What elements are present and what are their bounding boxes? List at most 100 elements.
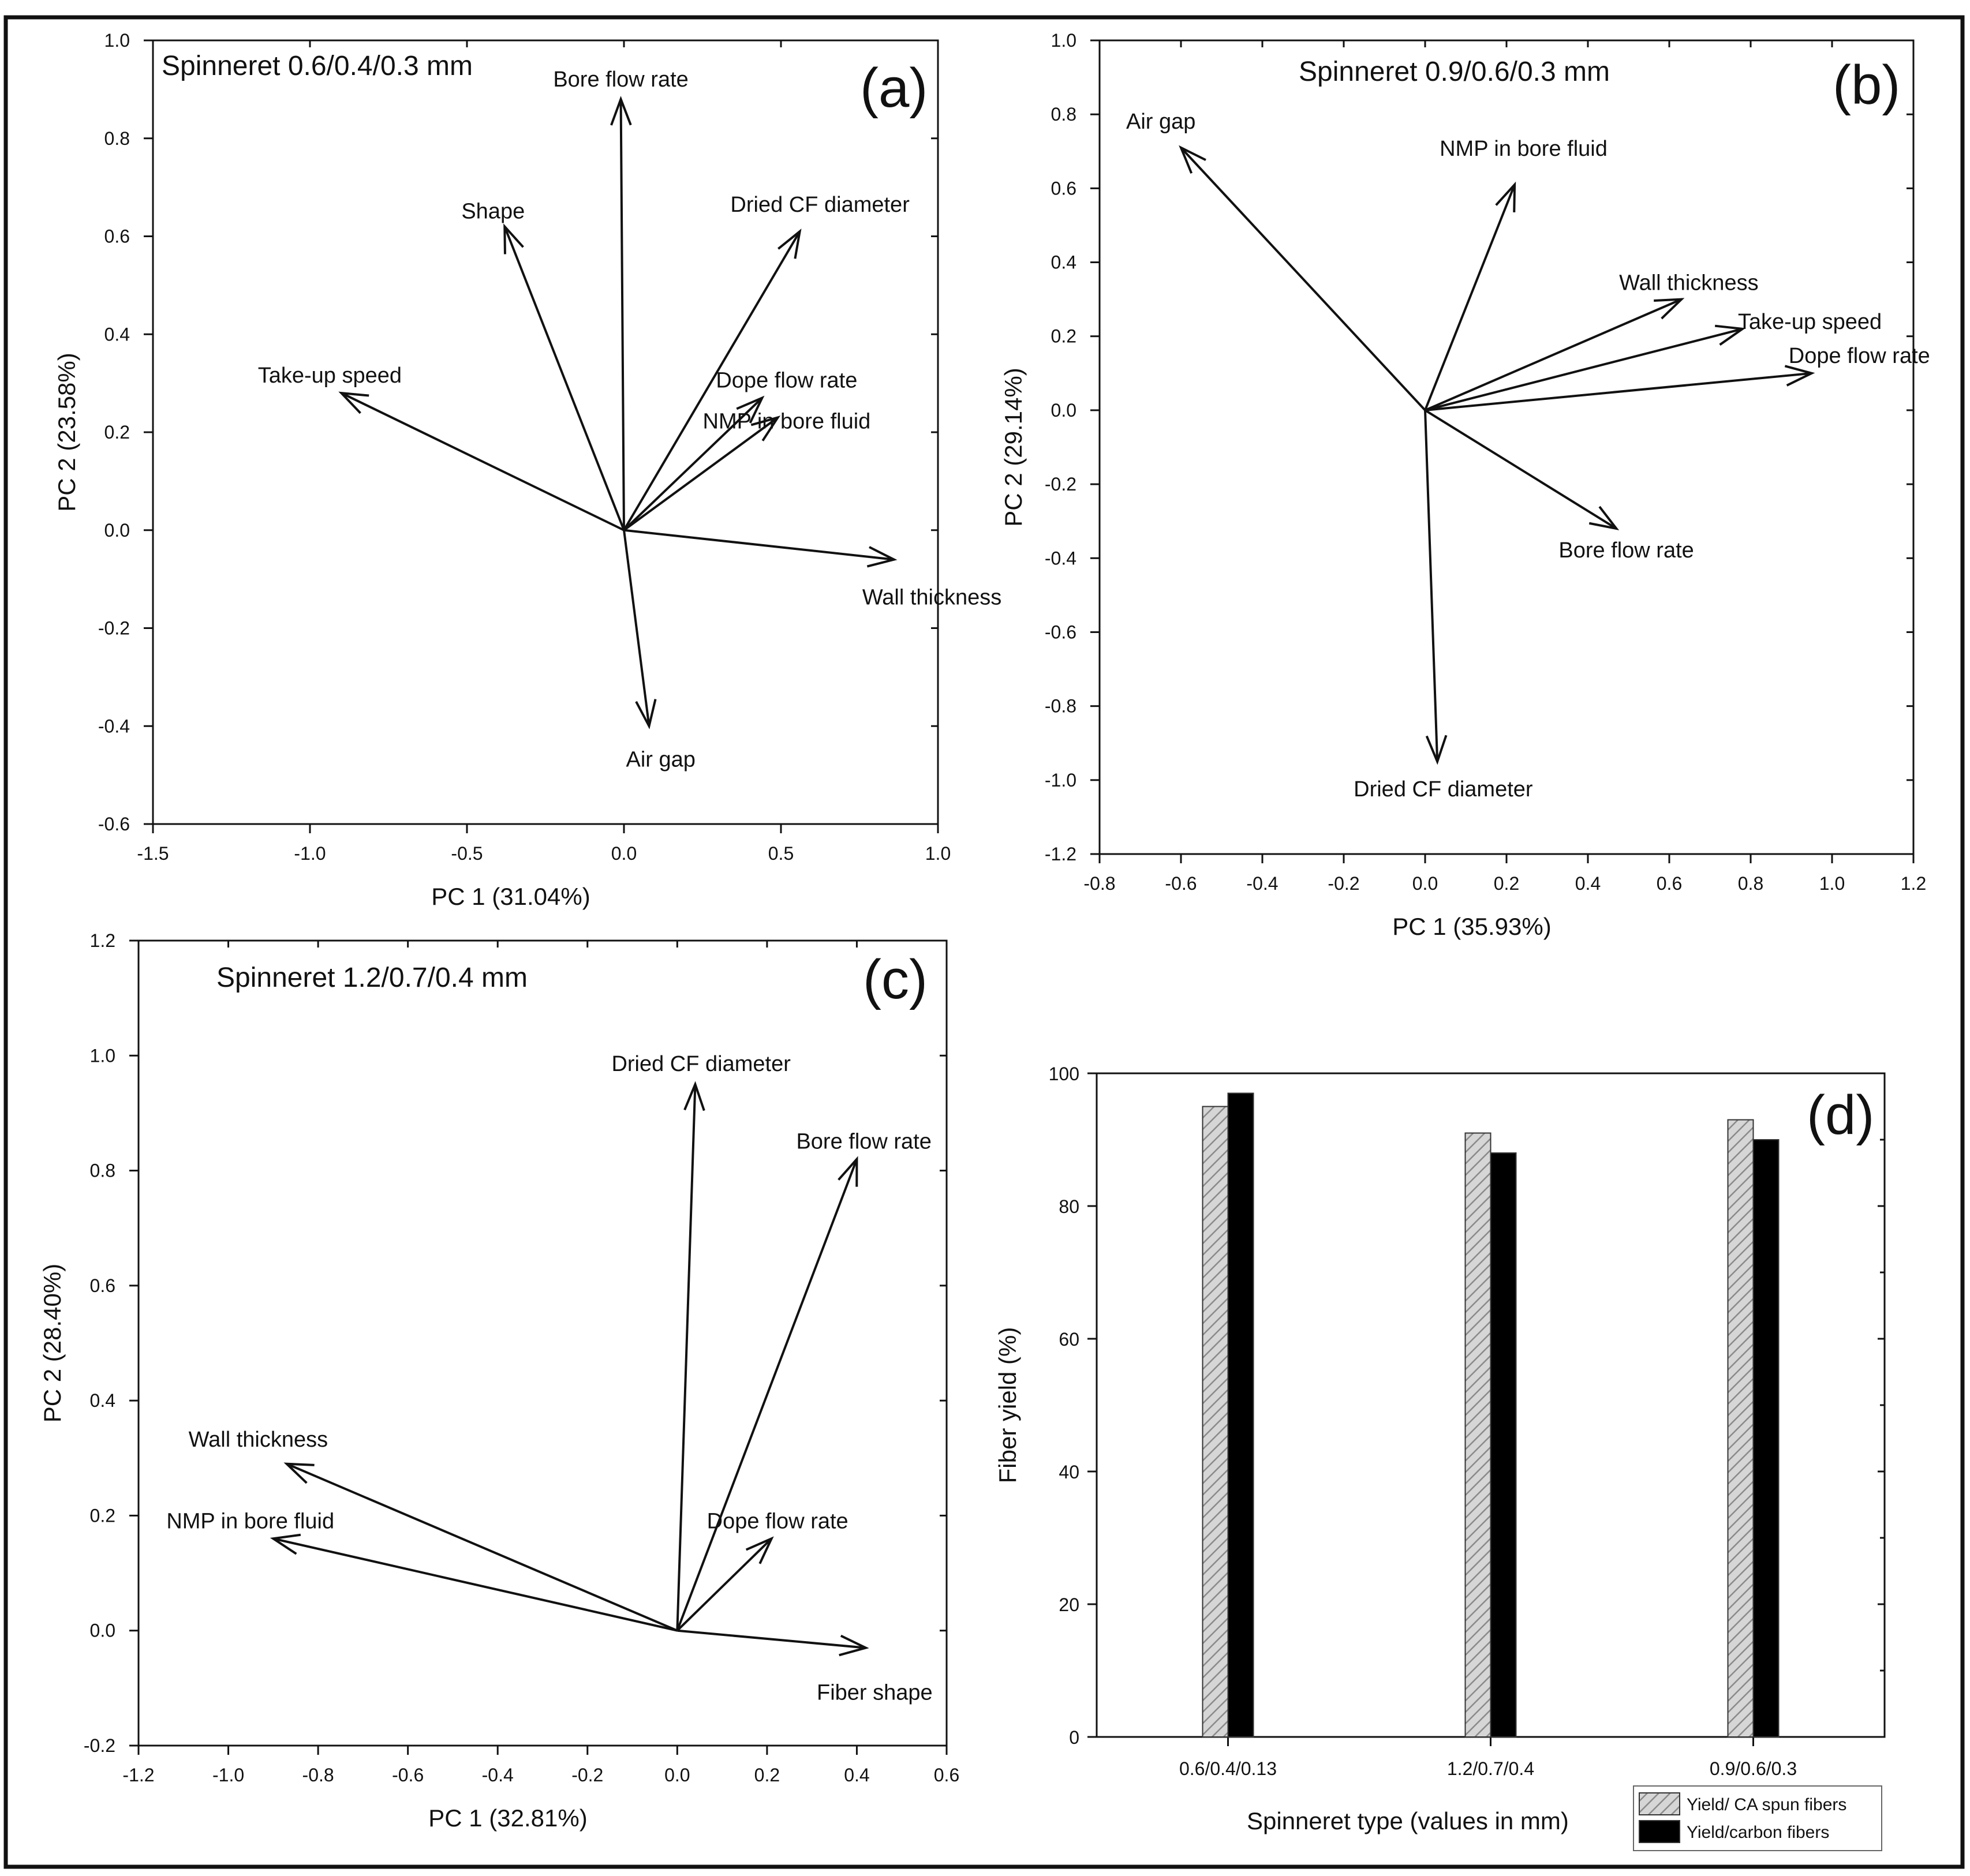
vector-label: Take-up speed: [1738, 310, 1882, 334]
y-tick-label: 0.4: [90, 1390, 115, 1411]
y-tick-label: 100: [1049, 1064, 1079, 1084]
x-tick-label: 0.6: [1657, 873, 1682, 894]
outer-border: [3, 15, 1965, 1869]
x-tick-label: -1.0: [294, 843, 326, 864]
loading-vector: [677, 1629, 866, 1649]
y-axis-title: PC 2 (23.58%): [53, 353, 80, 511]
loading-vector: [619, 99, 625, 530]
vector-label: Dope flow rate: [716, 369, 857, 393]
vector-arrowhead: [838, 1156, 858, 1187]
x-tick-label: -1.2: [122, 1765, 154, 1785]
bar-ca-spun-yield: [1464, 1132, 1491, 1738]
vector-label: Dried CF diameter: [1354, 777, 1533, 802]
loading-vector: [1425, 327, 1743, 411]
vector-label: Wall thickness: [189, 1428, 328, 1452]
y-tick-label: 1.0: [104, 30, 130, 51]
y-axis-title: PC 2 (28.40%): [39, 1264, 66, 1422]
panel-letter: (c): [863, 949, 928, 1010]
bar-carbon-yield: [1752, 1139, 1780, 1738]
panel-title: Spinneret 1.2/0.7/0.4 mm: [216, 963, 528, 993]
y-tick-label: 0.0: [104, 520, 130, 541]
vector-arrowhead: [866, 546, 898, 568]
loading-vector: [676, 1084, 697, 1631]
x-tick-label: 1.2/0.7/0.4: [1447, 1758, 1534, 1779]
x-tick-label: -0.2: [1328, 873, 1359, 894]
loading-vector: [272, 1537, 678, 1632]
y-tick-label: 0.2: [1051, 326, 1076, 347]
legend-label: Yield/ CA spun fibers: [1687, 1795, 1846, 1814]
loading-vector: [1180, 147, 1426, 411]
loading-vector: [676, 1537, 773, 1632]
vector-arrowhead: [503, 223, 524, 254]
loading-vector: [623, 530, 651, 727]
vector-label: Dried CF diameter: [730, 193, 910, 217]
loading-vector: [623, 416, 779, 531]
y-tick-label: 0.2: [90, 1505, 115, 1526]
loading-vector: [503, 226, 625, 531]
panel-title: Spinneret 0.6/0.4/0.3 mm: [162, 51, 473, 81]
vector-label: Dope flow rate: [707, 1509, 848, 1533]
vector-arrowhead: [283, 1462, 315, 1484]
y-tick-label: -0.6: [1045, 621, 1076, 642]
vector-label: Wall thickness: [862, 586, 1001, 610]
x-tick-label: 0.8: [1738, 873, 1763, 894]
vector-label: Air gap: [626, 747, 696, 772]
y-tick-label: 0.8: [104, 128, 130, 149]
x-tick-label: -0.6: [1165, 873, 1197, 894]
x-tick-label: 0.4: [1575, 873, 1601, 894]
loading-vector: [623, 230, 801, 531]
y-tick-label: -0.2: [98, 618, 130, 639]
panel-a: -1.5 -1.0 -0.5 0.0 0.5 1.0 -0.6 -0.4 -0.2 0.0 0.2 0…: [53, 30, 1001, 910]
bar-carbon-yield: [1227, 1092, 1254, 1738]
x-tick-label: 1.0: [925, 843, 951, 864]
vector-arrowhead: [1495, 181, 1516, 212]
vector-label: NMP in bore fluid: [166, 1509, 334, 1533]
y-tick-label: -0.2: [84, 1735, 115, 1756]
y-tick-label: 0.4: [104, 324, 130, 345]
x-tick-label: -1.0: [212, 1765, 244, 1785]
x-axis-title: PC 1 (35.93%): [1392, 913, 1551, 940]
vector-arrowhead: [1654, 298, 1685, 320]
x-tick-label: -0.8: [302, 1765, 334, 1785]
x-tick-label: -1.5: [137, 843, 169, 864]
x-tick-label: 0.4: [844, 1765, 869, 1785]
x-axis-title: PC 1 (31.04%): [431, 883, 590, 910]
panel-letter: (a): [860, 57, 928, 119]
plot-frame: [137, 939, 948, 1747]
x-tick-label: 0.5: [768, 843, 794, 864]
x-tick-label: -0.4: [482, 1765, 514, 1785]
vector-label: Dope flow rate: [1789, 344, 1930, 368]
y-tick-label: -1.0: [1045, 770, 1076, 791]
loading-vector: [286, 1462, 678, 1632]
panel-title: Spinneret 0.9/0.6/0.3 mm: [1299, 57, 1610, 87]
vector-label: Air gap: [1126, 110, 1195, 134]
vector-arrowhead: [1784, 365, 1815, 387]
vector-arrowhead: [1425, 735, 1448, 765]
y-axis-title: PC 2 (29.14%): [1000, 368, 1027, 526]
vector-label: Bore flow rate: [553, 68, 688, 92]
vector-arrowhead: [338, 391, 369, 414]
x-tick-label: 0.9/0.6/0.3: [1710, 1758, 1797, 1779]
x-tick-label: -0.2: [571, 1765, 603, 1785]
y-tick-label: 0.8: [1051, 104, 1076, 125]
legend-swatch: [1639, 1792, 1680, 1815]
vector-label: Fiber shape: [817, 1681, 933, 1705]
x-tick-label: -0.8: [1083, 873, 1115, 894]
x-tick-label: -0.6: [392, 1765, 424, 1785]
y-axis-title: Fiber yield (%): [994, 1327, 1021, 1484]
vector-label: Take-up speed: [258, 364, 402, 388]
vector-label: Wall thickness: [1619, 271, 1758, 295]
vector-arrowhead: [1588, 505, 1620, 530]
y-tick-label: 0.0: [1051, 400, 1076, 421]
x-tick-label: 0.2: [754, 1765, 780, 1785]
loading-vector: [1424, 409, 1617, 530]
bar-ca-spun-yield: [1727, 1119, 1754, 1738]
panel-b: -0.8 -0.6 -0.4 -0.2 0.0 0.2 0.4 0.6 0.8 1.0 1.2 -1.…: [1000, 30, 1930, 940]
vector-label: NMP in bore fluid: [1440, 137, 1608, 161]
panel-d: 0 20 40 60 80 100 0.6/0.4/0.13 1.2/0.7/0.4 0.9/0…: [994, 1064, 1886, 1851]
y-tick-label: 40: [1059, 1462, 1079, 1482]
y-tick-label: 0.4: [1051, 252, 1076, 273]
y-tick-label: 0.6: [104, 226, 130, 247]
loading-vector: [676, 1158, 858, 1631]
